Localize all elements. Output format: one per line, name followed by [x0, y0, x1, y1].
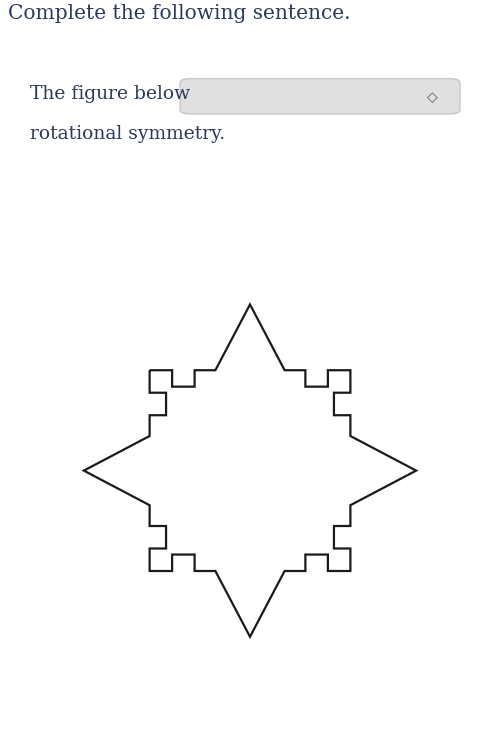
Text: rotational symmetry.: rotational symmetry. [30, 125, 225, 143]
Text: Complete the following sentence.: Complete the following sentence. [8, 4, 350, 23]
FancyBboxPatch shape [180, 78, 460, 114]
Text: The figure below: The figure below [30, 84, 190, 102]
Text: ◇: ◇ [426, 91, 440, 102]
